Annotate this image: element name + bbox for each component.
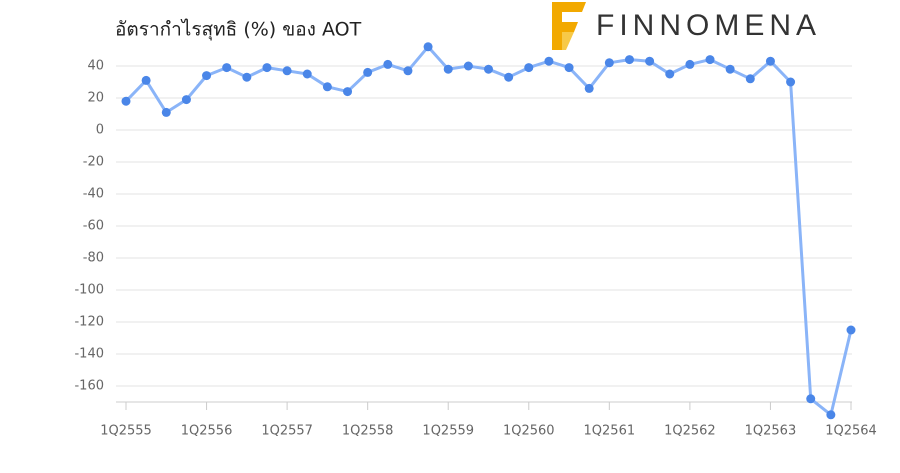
logo-icon-accent bbox=[562, 32, 574, 50]
logo-text: FINNOMENA bbox=[596, 9, 821, 42]
x-tick-label: 1Q2561 bbox=[584, 424, 636, 439]
x-tick-label: 1Q2560 bbox=[503, 424, 555, 439]
chart-title: อัตรากำไรสุทธิ (%) ของ AOT bbox=[115, 19, 362, 42]
y-tick-label: -40 bbox=[83, 187, 104, 202]
point bbox=[806, 394, 816, 404]
point bbox=[403, 66, 413, 76]
point bbox=[302, 69, 312, 79]
point bbox=[504, 72, 514, 82]
y-tick-label: -100 bbox=[74, 283, 104, 298]
x-tick-label: 1Q2563 bbox=[745, 424, 797, 439]
series-line bbox=[124, 45, 853, 417]
point bbox=[564, 63, 574, 73]
x-tick-label: 1Q2556 bbox=[181, 424, 233, 439]
point bbox=[262, 63, 272, 73]
point bbox=[343, 87, 353, 97]
point bbox=[685, 59, 695, 69]
point bbox=[222, 63, 232, 73]
y-tick-label: -140 bbox=[74, 347, 104, 362]
y-tick-label: 0 bbox=[96, 123, 104, 138]
point bbox=[242, 72, 252, 82]
point bbox=[443, 64, 453, 74]
y-tick-label: -80 bbox=[83, 251, 104, 266]
point bbox=[624, 55, 634, 65]
point bbox=[161, 107, 171, 117]
point bbox=[725, 64, 735, 74]
y-tick-label: -20 bbox=[83, 155, 104, 170]
x-tick-label: 1Q2559 bbox=[422, 424, 474, 439]
logo-icon bbox=[552, 2, 586, 50]
logo: FINNOMENA bbox=[552, 2, 821, 50]
point bbox=[645, 56, 655, 66]
point bbox=[463, 61, 473, 71]
point bbox=[745, 74, 755, 84]
point bbox=[141, 75, 151, 85]
point bbox=[765, 56, 775, 66]
point bbox=[826, 410, 836, 420]
point bbox=[423, 42, 433, 52]
point bbox=[524, 63, 534, 73]
x-tick-label: 1Q2564 bbox=[825, 424, 877, 439]
y-tick-label: -60 bbox=[83, 219, 104, 234]
y-tick-label: -120 bbox=[74, 315, 104, 330]
point bbox=[846, 325, 856, 335]
y-tick-label: 40 bbox=[87, 59, 104, 74]
y-tick-label: -160 bbox=[74, 379, 104, 394]
point bbox=[604, 58, 614, 68]
point bbox=[665, 69, 675, 79]
point bbox=[584, 83, 594, 93]
point bbox=[544, 56, 554, 66]
point bbox=[322, 82, 332, 92]
point bbox=[181, 95, 191, 105]
point bbox=[705, 55, 715, 65]
x-tick-label: 1Q2558 bbox=[342, 424, 394, 439]
point bbox=[121, 96, 131, 106]
x-tick-label: 1Q2562 bbox=[664, 424, 716, 439]
point bbox=[383, 59, 393, 69]
x-tick-label: 1Q2555 bbox=[100, 424, 152, 439]
point bbox=[282, 66, 292, 76]
point bbox=[786, 77, 796, 87]
x-tick-label: 1Q2557 bbox=[261, 424, 313, 439]
y-tick-label: 20 bbox=[87, 91, 104, 106]
point bbox=[484, 64, 493, 74]
point bbox=[363, 67, 373, 77]
point bbox=[202, 71, 212, 81]
